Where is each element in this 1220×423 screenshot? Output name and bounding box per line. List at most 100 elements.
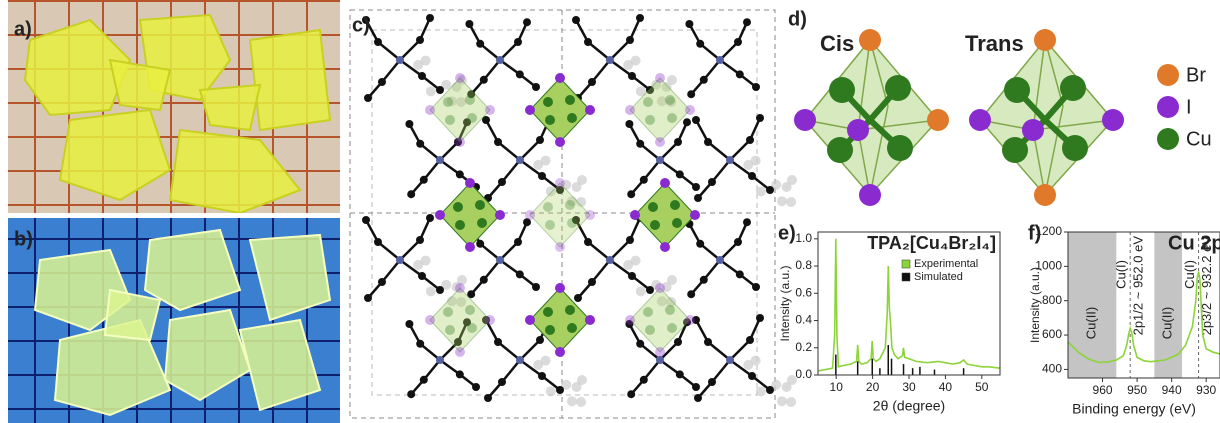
x-tick-label: 10 [830,380,844,394]
atom [665,95,675,105]
atom [396,256,404,264]
atom [565,200,575,210]
atom [625,120,633,128]
atom [766,186,774,194]
atom [645,325,655,335]
atom [748,172,756,180]
atom [418,272,426,280]
atom [405,320,413,328]
atom [525,315,535,325]
legend-swatch [902,260,910,268]
atom [496,56,504,64]
bond [730,340,750,360]
atom [516,356,524,364]
cluster [430,288,490,352]
atom [734,238,742,246]
x-tick-label: 930 [1196,383,1216,397]
atom [465,20,473,28]
atom [655,347,665,357]
atom [407,390,415,398]
atom [648,202,658,212]
atom [969,109,991,131]
atom [625,105,635,115]
atom [777,396,787,406]
atom [1060,75,1086,101]
atom [416,36,424,44]
atom [736,270,744,278]
bond [610,40,630,60]
crystal-structure [350,10,797,418]
bond [592,260,610,282]
figure: a) b) c) d) Cis Trans BrICu10203040500.0… [0,0,1220,423]
atom [426,214,434,222]
y-tick-label: 0.4 [795,313,812,327]
atom [546,386,556,396]
atom [555,178,565,188]
bond [730,140,750,160]
atom [694,194,702,202]
atom [543,202,553,212]
atom [726,356,734,364]
bond [712,360,730,382]
atom [484,394,492,402]
atom [362,216,370,224]
legend-label: Simulated [914,271,963,283]
atom [1002,137,1028,163]
atom [476,40,484,48]
atom [782,182,792,192]
atom [476,240,484,248]
atom [485,105,495,115]
atom [660,242,670,252]
atom [396,56,404,64]
legend-label: Cu [1186,128,1212,150]
atom [538,172,546,180]
x-tick-label: 50 [975,380,989,394]
atom [585,105,595,115]
atom [1062,135,1088,161]
atom [545,220,555,230]
y-tick-label: 0.0 [795,367,812,381]
atom [734,38,742,46]
atom [636,140,644,148]
legend-swatch [1157,96,1179,118]
x-tick-label: 950 [1127,383,1147,397]
atom [572,182,582,192]
bond [520,340,540,360]
atom [746,136,754,144]
atom [667,323,677,333]
atom [708,378,716,386]
atom [374,38,382,46]
atom [556,386,564,394]
atom [636,286,646,296]
atom [672,218,682,228]
atom [565,305,575,315]
atom [692,116,700,124]
atom [407,190,415,198]
atom [545,115,555,125]
atom [465,242,475,252]
atom [545,325,555,335]
atom [555,73,565,83]
atom [465,305,475,315]
cluster [530,183,590,247]
atom [525,105,535,115]
x-tick-label: 940 [1162,383,1182,397]
x-tick-label: 30 [902,380,916,394]
bond [378,42,400,60]
atom [692,383,700,391]
atom [927,109,949,131]
atom [455,283,465,293]
atom [585,210,595,220]
atom [1022,119,1044,141]
cluster [440,183,500,247]
atom [494,138,502,146]
atom [456,370,464,378]
bond [610,240,630,260]
atom [670,200,680,210]
atom [674,138,682,146]
atom [667,113,677,123]
legend-swatch [1157,128,1179,150]
x-axis-label: 2θ (degree) [873,398,945,414]
bond [588,42,610,60]
atom [565,95,575,105]
